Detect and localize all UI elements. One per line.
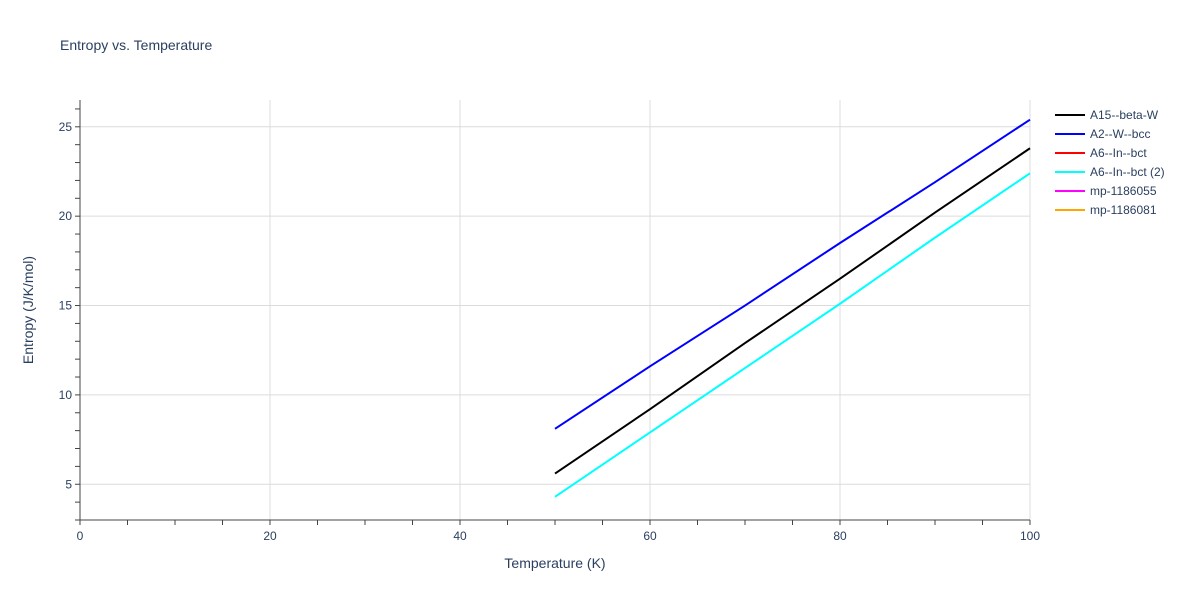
legend-item-label: mp-1186055 bbox=[1090, 184, 1157, 198]
axes: 0 20 40 60 80 100 5 10 15 20 25 bbox=[59, 100, 1040, 543]
x-tick-label: 40 bbox=[453, 529, 467, 543]
legend-item-label: A2--W--bcc bbox=[1090, 127, 1150, 141]
y-tick-label: 10 bbox=[59, 388, 73, 402]
y-tick-label: 25 bbox=[59, 120, 73, 134]
y-axis-title: Entropy (J/K/mol) bbox=[20, 256, 36, 364]
x-tick-label: 0 bbox=[77, 529, 84, 543]
series-line-3 bbox=[554, 172, 1031, 498]
x-tick-label: 100 bbox=[1020, 529, 1040, 543]
x-tick-label: 80 bbox=[833, 529, 847, 543]
legend-item-label: A15--beta-W bbox=[1090, 108, 1159, 122]
legend-item-label: A6--In--bct (2) bbox=[1090, 165, 1165, 179]
y-tick-label: 15 bbox=[59, 299, 73, 313]
x-tick-label: 20 bbox=[263, 529, 277, 543]
series-line-1 bbox=[554, 118, 1031, 430]
x-tick-label: 60 bbox=[643, 529, 657, 543]
legend-item-label: A6--In--bct bbox=[1090, 146, 1147, 160]
y-tick-label: 5 bbox=[65, 477, 72, 491]
x-axis-title: Temperature (K) bbox=[504, 555, 605, 571]
chart-title: Entropy vs. Temperature bbox=[60, 37, 212, 53]
y-tick-label: 20 bbox=[59, 209, 73, 223]
grid bbox=[80, 100, 1031, 520]
series-line-0 bbox=[554, 147, 1031, 475]
legend-item-label: mp-1186081 bbox=[1090, 203, 1157, 217]
plot-area bbox=[554, 118, 1031, 498]
legend: A15--beta-W A2--W--bcc A6--In--bct A6--In--… bbox=[1055, 108, 1165, 217]
